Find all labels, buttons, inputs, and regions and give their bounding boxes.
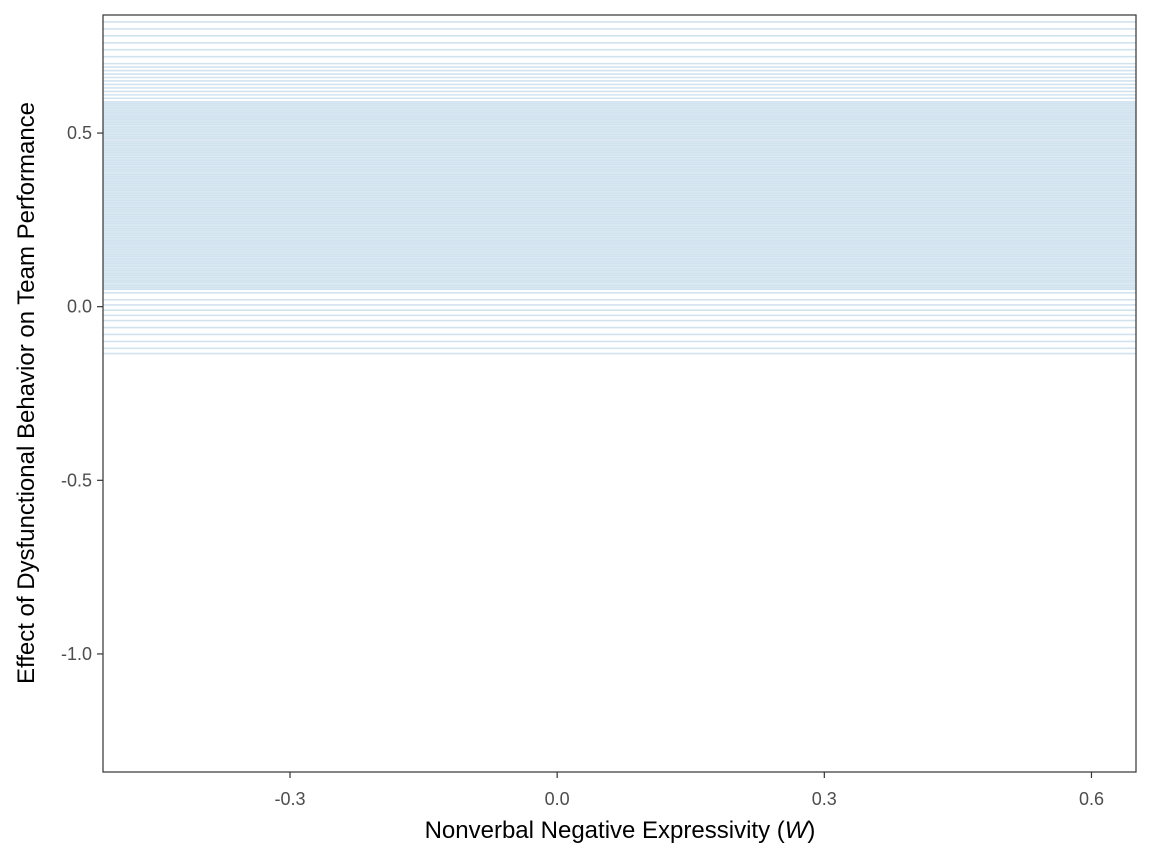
- y-tick-label: -0.5: [61, 470, 92, 490]
- y-tick-label: 0.5: [67, 123, 92, 143]
- x-tick-label: 0.6: [1079, 789, 1104, 809]
- effect-lines: [103, 21, 1136, 355]
- x-tick-label: 0.3: [812, 789, 837, 809]
- x-tick-label: 0.0: [545, 789, 570, 809]
- x-tick-label: -0.3: [274, 789, 305, 809]
- y-axis-title: Effect of Dysfunctional Behavior on Team…: [13, 102, 40, 684]
- y-axis: -1.0 -0.5 0.0 0.5: [61, 123, 103, 664]
- plot-panel-border: [102, 14, 1137, 773]
- x-axis-title: Nonverbal Negative Expressivity (W): [425, 817, 816, 844]
- y-tick-label: 0.0: [67, 297, 92, 317]
- x-axis: -0.3 0.0 0.3 0.6: [274, 772, 1104, 809]
- y-tick-label: -1.0: [61, 644, 92, 664]
